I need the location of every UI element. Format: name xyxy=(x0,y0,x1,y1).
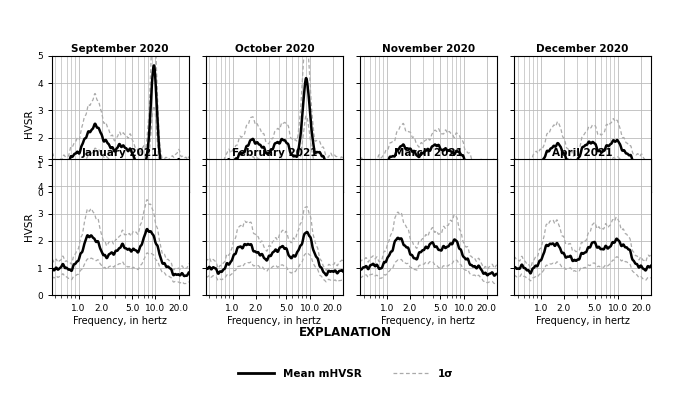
Title: November 2020: November 2020 xyxy=(382,44,475,54)
Title: September 2020: September 2020 xyxy=(71,44,169,54)
Title: October 2020: October 2020 xyxy=(234,44,314,54)
Legend: Mean mHVSR, 1σ: Mean mHVSR, 1σ xyxy=(234,365,457,383)
Title: December 2020: December 2020 xyxy=(536,44,629,54)
Title: January 2021: January 2021 xyxy=(82,147,159,157)
X-axis label: Frequency, in hertz: Frequency, in hertz xyxy=(381,316,475,326)
Y-axis label: HVSR: HVSR xyxy=(24,109,35,138)
Text: EXPLANATION: EXPLANATION xyxy=(299,326,392,339)
X-axis label: Frequency, in hertz: Frequency, in hertz xyxy=(227,316,321,326)
Title: March 2021: March 2021 xyxy=(394,147,463,157)
Title: April 2021: April 2021 xyxy=(552,147,613,157)
X-axis label: Frequency, in hertz: Frequency, in hertz xyxy=(536,316,630,326)
X-axis label: Frequency, in hertz: Frequency, in hertz xyxy=(73,316,167,326)
Y-axis label: HVSR: HVSR xyxy=(24,213,35,242)
Title: February 2021: February 2021 xyxy=(231,147,317,157)
